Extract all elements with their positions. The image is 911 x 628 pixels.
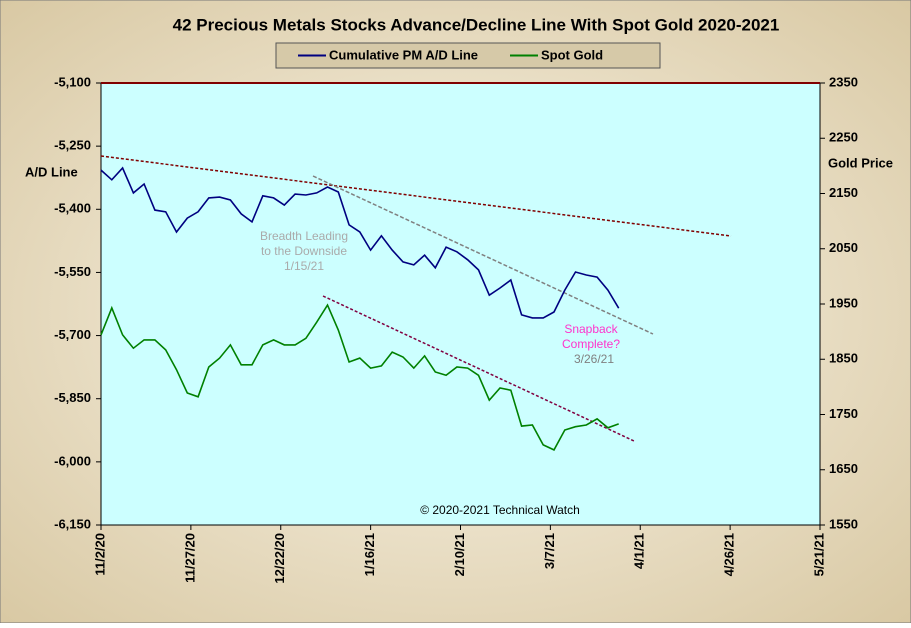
- annotation: Breadth Leading: [260, 229, 348, 243]
- x-tick-label: 1/16/21: [362, 533, 377, 576]
- y-tick-label: -5,700: [54, 327, 91, 342]
- x-tick-label: 5/21/21: [811, 533, 826, 576]
- y-tick-label: -5,400: [54, 201, 91, 216]
- y2-tick-label: 2350: [829, 74, 858, 89]
- annotation: Snapback: [564, 322, 618, 336]
- y2-tick-label: 1950: [829, 295, 858, 310]
- y-tick-label: -5,250: [54, 138, 91, 153]
- y-tick-label: -5,850: [54, 390, 91, 405]
- x-tick-label: 11/27/20: [182, 533, 197, 583]
- legend-label: Cumulative PM A/D Line: [329, 47, 478, 62]
- series-line: [100, 303, 619, 451]
- y2-tick-label: 1750: [829, 406, 858, 421]
- x-tick-label: 11/2/20: [92, 533, 107, 576]
- y2-tick-label: 1850: [829, 351, 858, 366]
- trend-line: [322, 295, 635, 442]
- y-axis-label: A/D Line: [25, 164, 78, 179]
- x-tick-label: 3/7/21: [542, 533, 557, 569]
- y2-tick-label: 1550: [829, 516, 858, 531]
- y-tick-label: -5,550: [54, 264, 91, 279]
- x-tick-label: 4/1/21: [632, 533, 647, 569]
- y2-tick-label: 1650: [829, 461, 858, 476]
- annotation: Complete?: [562, 337, 620, 351]
- y-tick-label: -6,150: [54, 516, 91, 531]
- plot-area: [100, 82, 821, 526]
- y-tick-label: -6,000: [54, 453, 91, 468]
- x-tick-label: 2/10/21: [452, 533, 467, 576]
- annotation: to the Downside: [261, 244, 347, 258]
- trend-line: [100, 155, 732, 237]
- trend-lines: [100, 155, 732, 442]
- y2-tick-label: 2050: [829, 240, 858, 255]
- series-line: [100, 166, 620, 319]
- annotation: 1/15/21: [284, 259, 324, 273]
- annotation: 3/26/21: [574, 352, 614, 366]
- chart-title: 42 Precious Metals Stocks Advance/Declin…: [173, 15, 780, 34]
- y-tick-label: -5,100: [54, 74, 91, 89]
- trend-line: [312, 175, 654, 335]
- legend-label: Spot Gold: [541, 47, 603, 62]
- y2-tick-label: 2250: [829, 130, 858, 145]
- x-tick-label: 12/22/20: [272, 533, 287, 584]
- x-tick-label: 4/26/21: [722, 533, 737, 576]
- y2-axis-label: Gold Price: [828, 155, 893, 170]
- credit: © 2020-2021 Technical Watch: [420, 503, 580, 517]
- legend: [275, 42, 661, 69]
- y2-tick-label: 2150: [829, 185, 858, 200]
